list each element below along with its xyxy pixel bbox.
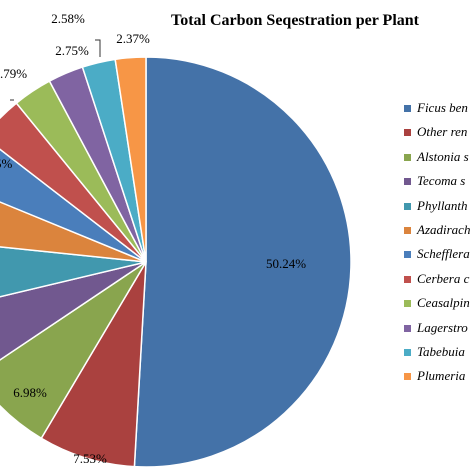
legend-label: Alstonia s [417, 148, 469, 164]
legend-swatch [404, 129, 411, 137]
pie-slices [0, 56, 352, 468]
legend-label: Cerbera c [417, 270, 470, 286]
legend-label: Other ren [417, 124, 468, 140]
legend-label: Schefflera [417, 246, 470, 262]
leader-line [95, 39, 101, 57]
pie-slice-4 [0, 261, 147, 361]
legend-item: Other ren [400, 124, 474, 148]
legend-swatch [404, 105, 411, 112]
legend-label: Tecoma s [417, 173, 466, 189]
data-label-10: 2.75% [55, 43, 89, 58]
legend-item: Azadirach [400, 222, 474, 246]
legend-swatch [404, 275, 411, 283]
legend-item: Phyllanth [400, 198, 474, 222]
legend-swatch [404, 300, 411, 308]
legend-swatch [404, 251, 411, 259]
data-label-11: 2.58% [51, 11, 85, 26]
legend-swatch [404, 348, 411, 356]
legend-label: Ficus ben [417, 100, 468, 115]
legend-swatch [404, 324, 411, 332]
pie-slice-2 [40, 261, 147, 468]
legend-label: Azadirach [417, 221, 471, 237]
partial-data-label: .79% [0, 66, 27, 81]
legend-label: Tabebuia [417, 343, 465, 359]
data-label-2: 7.53% [73, 451, 107, 466]
legend-item: Schefflera [400, 246, 474, 270]
legend-label: Phyllanth [417, 197, 468, 213]
data-label-12: 2.37% [116, 31, 150, 46]
pie-slice-5 [0, 246, 147, 298]
legend-item: Lagerstro [400, 320, 474, 344]
partial-data-label: 5% [0, 156, 13, 171]
legend-swatch [404, 178, 411, 186]
legend-swatch [404, 373, 411, 381]
legend-item: Cerbera c [400, 271, 474, 295]
legend-item: Ficus ben [400, 100, 474, 124]
data-label-3: 6.98% [13, 385, 47, 400]
legend-item: Plumeria [400, 368, 474, 392]
legend-item: Ceasalpin [400, 295, 474, 319]
legend-swatch [404, 226, 411, 234]
legend-item: Alstonia s [400, 149, 474, 173]
pie-slice-3 [0, 261, 147, 440]
pie-slice-1 [133, 56, 352, 468]
legend-swatch [404, 153, 411, 161]
legend: Ficus ben Other ren Alstonia s Tecoma s Phyl… [400, 100, 474, 393]
data-labels: 50.24% 7.53% 6.98% 2.75% 2.58% 2.37% 5% .79% [0, 11, 306, 466]
chart-title: Total Carbon Seqestration per Plant [170, 12, 419, 29]
legend-swatch [404, 202, 411, 210]
legend-label: Plumeria [417, 368, 466, 384]
leader-lines [10, 39, 101, 101]
legend-label: Lagerstro [417, 319, 468, 335]
legend-item: Tecoma s [400, 173, 474, 197]
pie-slice-12 [114, 56, 147, 263]
legend-label: Ceasalpin [417, 295, 470, 311]
legend-item: Tabebuia [400, 344, 474, 368]
data-label-1: 50.24% [266, 256, 306, 271]
